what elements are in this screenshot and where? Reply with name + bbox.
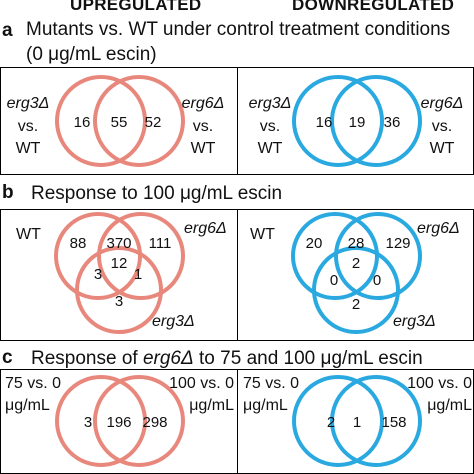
venn-c-up-right-label-1: 100 vs. 0: [169, 375, 234, 392]
venn-c-down-right-only: 158: [381, 414, 406, 431]
venn-a-up-circle-erg6: [93, 75, 185, 167]
header-downregulated: DOWNREGULATED: [292, 0, 455, 14]
venn-b-down-circle-erg6: [334, 212, 422, 300]
venn-b-down-label-wt: WT: [250, 226, 275, 243]
venn-b-up-label-erg3: erg3Δ: [152, 313, 195, 330]
venn-c-up-circle-100: [93, 375, 185, 467]
venn-a-up-left-label-2: vs.: [18, 118, 38, 135]
venn-a-down-left-only: 16: [316, 114, 333, 131]
venn-c-down-right-label-1: 100 vs. 0: [407, 375, 472, 392]
venn-b-down-erg6-erg3: 0: [373, 272, 381, 289]
venn-c-up-left-label-2: μg/mL: [5, 397, 50, 414]
panel-a-up-box: [0, 67, 238, 175]
venn-a-up-circle-erg3: [55, 75, 147, 167]
venn-a-up: erg3Δ vs. WT erg6Δ vs. WT 16 55 52: [7, 75, 225, 167]
venn-a-down-both: 19: [349, 114, 366, 131]
panel-b-letter: b: [2, 182, 14, 203]
panel-c-letter: c: [2, 347, 13, 368]
venn-b-up-erg6-erg3: 1: [134, 266, 142, 283]
venn-b-up-circle-wt: [54, 212, 142, 300]
panel-c-down-box: [237, 369, 474, 474]
venn-b-up: WT erg6Δ erg3Δ 88 370 111 3 12 1 3: [16, 212, 227, 334]
venn-c-down-left-only: 2: [327, 414, 335, 431]
venn-b-up-erg6-only: 111: [149, 235, 172, 252]
panel-a-down-box: [237, 67, 474, 175]
venn-b-up-circle-erg3: [75, 246, 163, 334]
venn-a-up-right-label-1: erg6Δ: [182, 95, 225, 112]
venn-b-down-label-erg3: erg3Δ: [393, 313, 436, 330]
venn-a-down-left-label-2: vs.: [260, 118, 280, 135]
venn-a-down-right-only: 36: [384, 114, 401, 131]
venn-b-down-wt-only: 20: [306, 235, 323, 252]
venn-a-up-right-only: 52: [145, 114, 162, 131]
venn-b-down-all-three: 2: [352, 255, 360, 272]
venn-b-up-wt-erg3: 3: [94, 266, 102, 283]
venn-a-up-both: 55: [111, 114, 128, 131]
venn-c-down-both: 1: [353, 414, 361, 431]
panel-c-title: Response of erg6Δ to 75 and 100 μg/mL es…: [31, 348, 423, 370]
venn-c-down-left-label-2: μg/mL: [243, 397, 288, 414]
venn-a-down-left-label-1: erg3Δ: [249, 95, 292, 112]
panel-c-title-post: to 75 and 100 μg/mL escin: [193, 348, 423, 369]
venn-b-down-wt-erg3: 0: [330, 272, 338, 289]
venn-c-up-left-only: 3: [84, 414, 92, 431]
venn-c-up-circle-75: [55, 375, 147, 467]
venn-b-up-erg3-only: 3: [115, 293, 123, 310]
venn-a-down-circle-erg6: [330, 75, 422, 167]
panel-a-title-line1: Mutants vs. WT under control treatment c…: [26, 19, 451, 40]
venn-c-down: 75 vs. 0 μg/mL 100 vs. 0 μg/mL 2 1 158: [243, 375, 472, 467]
venn-a-up-left-only: 16: [74, 114, 91, 131]
venn-b-down-erg6-only: 129: [385, 235, 410, 252]
venn-a-down-left-label-3: WT: [258, 140, 283, 157]
panel-a-title-line2: (0 μg/mL escin): [26, 44, 157, 65]
venn-a-down-circle-erg3: [292, 75, 384, 167]
venn-b-up-circle-erg6: [97, 212, 185, 300]
panel-c-title-gene: erg6Δ: [142, 348, 194, 369]
venn-b-up-wt-erg6: 370: [106, 235, 131, 252]
panel-b-down-box: [237, 209, 474, 341]
panel-b-title: Response to 100 μg/mL escin: [31, 183, 283, 204]
venn-a-down-right-label-1: erg6Δ: [421, 95, 464, 112]
header-upregulated: UPREGULATED: [70, 0, 202, 14]
venn-a-up-left-label-3: WT: [16, 140, 41, 157]
venn-b-up-all-three: 12: [111, 255, 128, 272]
venn-c-up-right-label-2: μg/mL: [189, 397, 234, 414]
venn-c-down-circle-100: [330, 375, 422, 467]
panel-c-title-pre: Response of: [31, 348, 143, 369]
venn-b-down: WT erg6Δ erg3Δ 20 28 129 0 2 0 2: [250, 212, 460, 334]
venn-c-up-left-label-1: 75 vs. 0: [5, 375, 61, 392]
venn-a-up-left-label-1: erg3Δ: [7, 95, 50, 112]
venn-c-up: 75 vs. 0 μg/mL 100 vs. 0 μg/mL 3 196 298: [5, 375, 234, 467]
venn-b-down-wt-erg6: 28: [348, 235, 365, 252]
venn-c-down-right-label-2: μg/mL: [427, 397, 472, 414]
venn-b-up-label-wt: WT: [16, 226, 41, 243]
venn-b-up-wt-only: 88: [70, 235, 87, 252]
venn-c-up-both: 196: [106, 414, 131, 431]
venn-a-up-right-label-2: vs.: [193, 118, 213, 135]
panel-a-letter: a: [2, 20, 13, 41]
venn-a-down-right-label-3: WT: [430, 140, 455, 157]
venn-c-down-circle-75: [292, 375, 384, 467]
venn-b-down-label-erg6: erg6Δ: [417, 220, 460, 237]
venn-b-down-circle-erg3: [312, 246, 400, 334]
panel-c-up-box: [0, 369, 238, 474]
venn-a-down: erg3Δ vs. WT erg6Δ vs. WT 16 19 36: [249, 75, 464, 167]
panel-b-up-box: [0, 209, 238, 341]
venn-c-down-left-label-1: 75 vs. 0: [243, 375, 299, 392]
venn-a-down-right-label-2: vs.: [432, 118, 452, 135]
venn-b-down-erg3-only: 2: [352, 296, 360, 313]
venn-c-up-right-only: 298: [142, 414, 167, 431]
venn-b-down-circle-wt: [291, 212, 379, 300]
venn-b-up-label-erg6: erg6Δ: [184, 220, 227, 237]
venn-a-up-right-label-3: WT: [191, 140, 216, 157]
